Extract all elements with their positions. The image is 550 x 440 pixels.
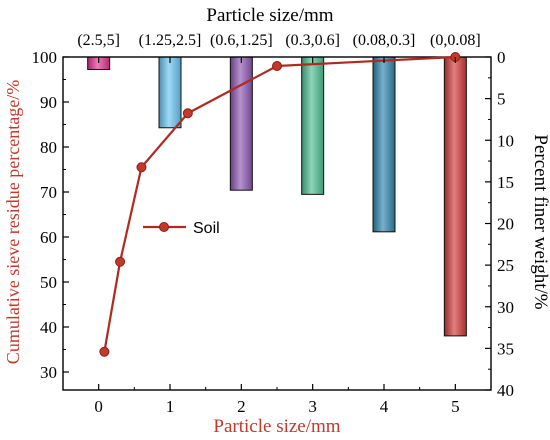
top-category-label: (0.08,0.3]	[353, 32, 416, 49]
right-tick-label: 10	[497, 131, 514, 150]
bottom-tick-label: 1	[166, 397, 175, 416]
bars-layer	[87, 56, 467, 337]
bar	[372, 56, 396, 233]
bottom-tick-label: 3	[308, 397, 317, 416]
bottom-tick-label: 2	[237, 397, 246, 416]
data-point	[272, 61, 282, 71]
data-point	[136, 162, 147, 173]
left-axis-title: Cumulative sieve residue percentage/%	[3, 80, 23, 364]
bottom-axis-title: Particle size/mm	[213, 416, 340, 437]
right-axis-title: Percent finer weight/%	[530, 134, 550, 309]
left-tick-label: 50	[40, 273, 57, 292]
right-tick-label: 25	[497, 256, 514, 275]
bottom-tick-label: 0	[94, 397, 103, 416]
right-tick-label: 30	[497, 298, 514, 317]
bar	[229, 56, 253, 191]
bottom-tick-label: 5	[451, 397, 460, 416]
legend-label-soil: Soil	[193, 220, 220, 237]
left-tick-label: 60	[40, 228, 57, 247]
bar	[158, 56, 182, 129]
right-tick-label: 0	[497, 48, 506, 67]
bar	[301, 56, 325, 195]
data-point	[115, 256, 126, 267]
top-category-label: (1.25,2.5]	[139, 32, 202, 49]
top-category-label: (0.6,1.25]	[210, 32, 273, 49]
legend: Soil	[143, 220, 220, 237]
legend-marker-swatch	[159, 222, 169, 232]
left-tick-label: 30	[40, 363, 57, 382]
series-line-soil	[103, 55, 456, 352]
plot-frame	[62, 56, 492, 391]
top-category-label: (2.5,5]	[77, 32, 120, 49]
top-category-label: (0,0.08]	[430, 32, 481, 49]
plot-area-border	[62, 56, 492, 391]
axis-ticks: 0 1 2 3 4 5 (2.5,5] (1.25,2.5] (0.6,1.25] (0.3,0.…	[32, 32, 515, 416]
bar	[443, 56, 467, 337]
top-category-label: (0.3,0.6]	[285, 32, 340, 49]
right-tick-label: 15	[497, 173, 514, 192]
left-tick-label: 100	[32, 48, 58, 67]
right-tick-label: 35	[497, 339, 514, 358]
left-tick-label: 40	[40, 318, 57, 337]
line-layer	[99, 52, 461, 357]
top-axis-title: Particle size/mm	[206, 5, 333, 26]
left-tick-label: 80	[40, 138, 57, 157]
right-tick-label: 40	[497, 381, 514, 400]
left-tick-label: 90	[40, 93, 57, 112]
right-tick-label: 20	[497, 215, 514, 234]
data-point	[99, 346, 110, 357]
left-tick-label: 70	[40, 183, 57, 202]
right-tick-label: 5	[497, 90, 506, 109]
data-point	[182, 108, 193, 119]
bottom-tick-label: 4	[380, 397, 389, 416]
